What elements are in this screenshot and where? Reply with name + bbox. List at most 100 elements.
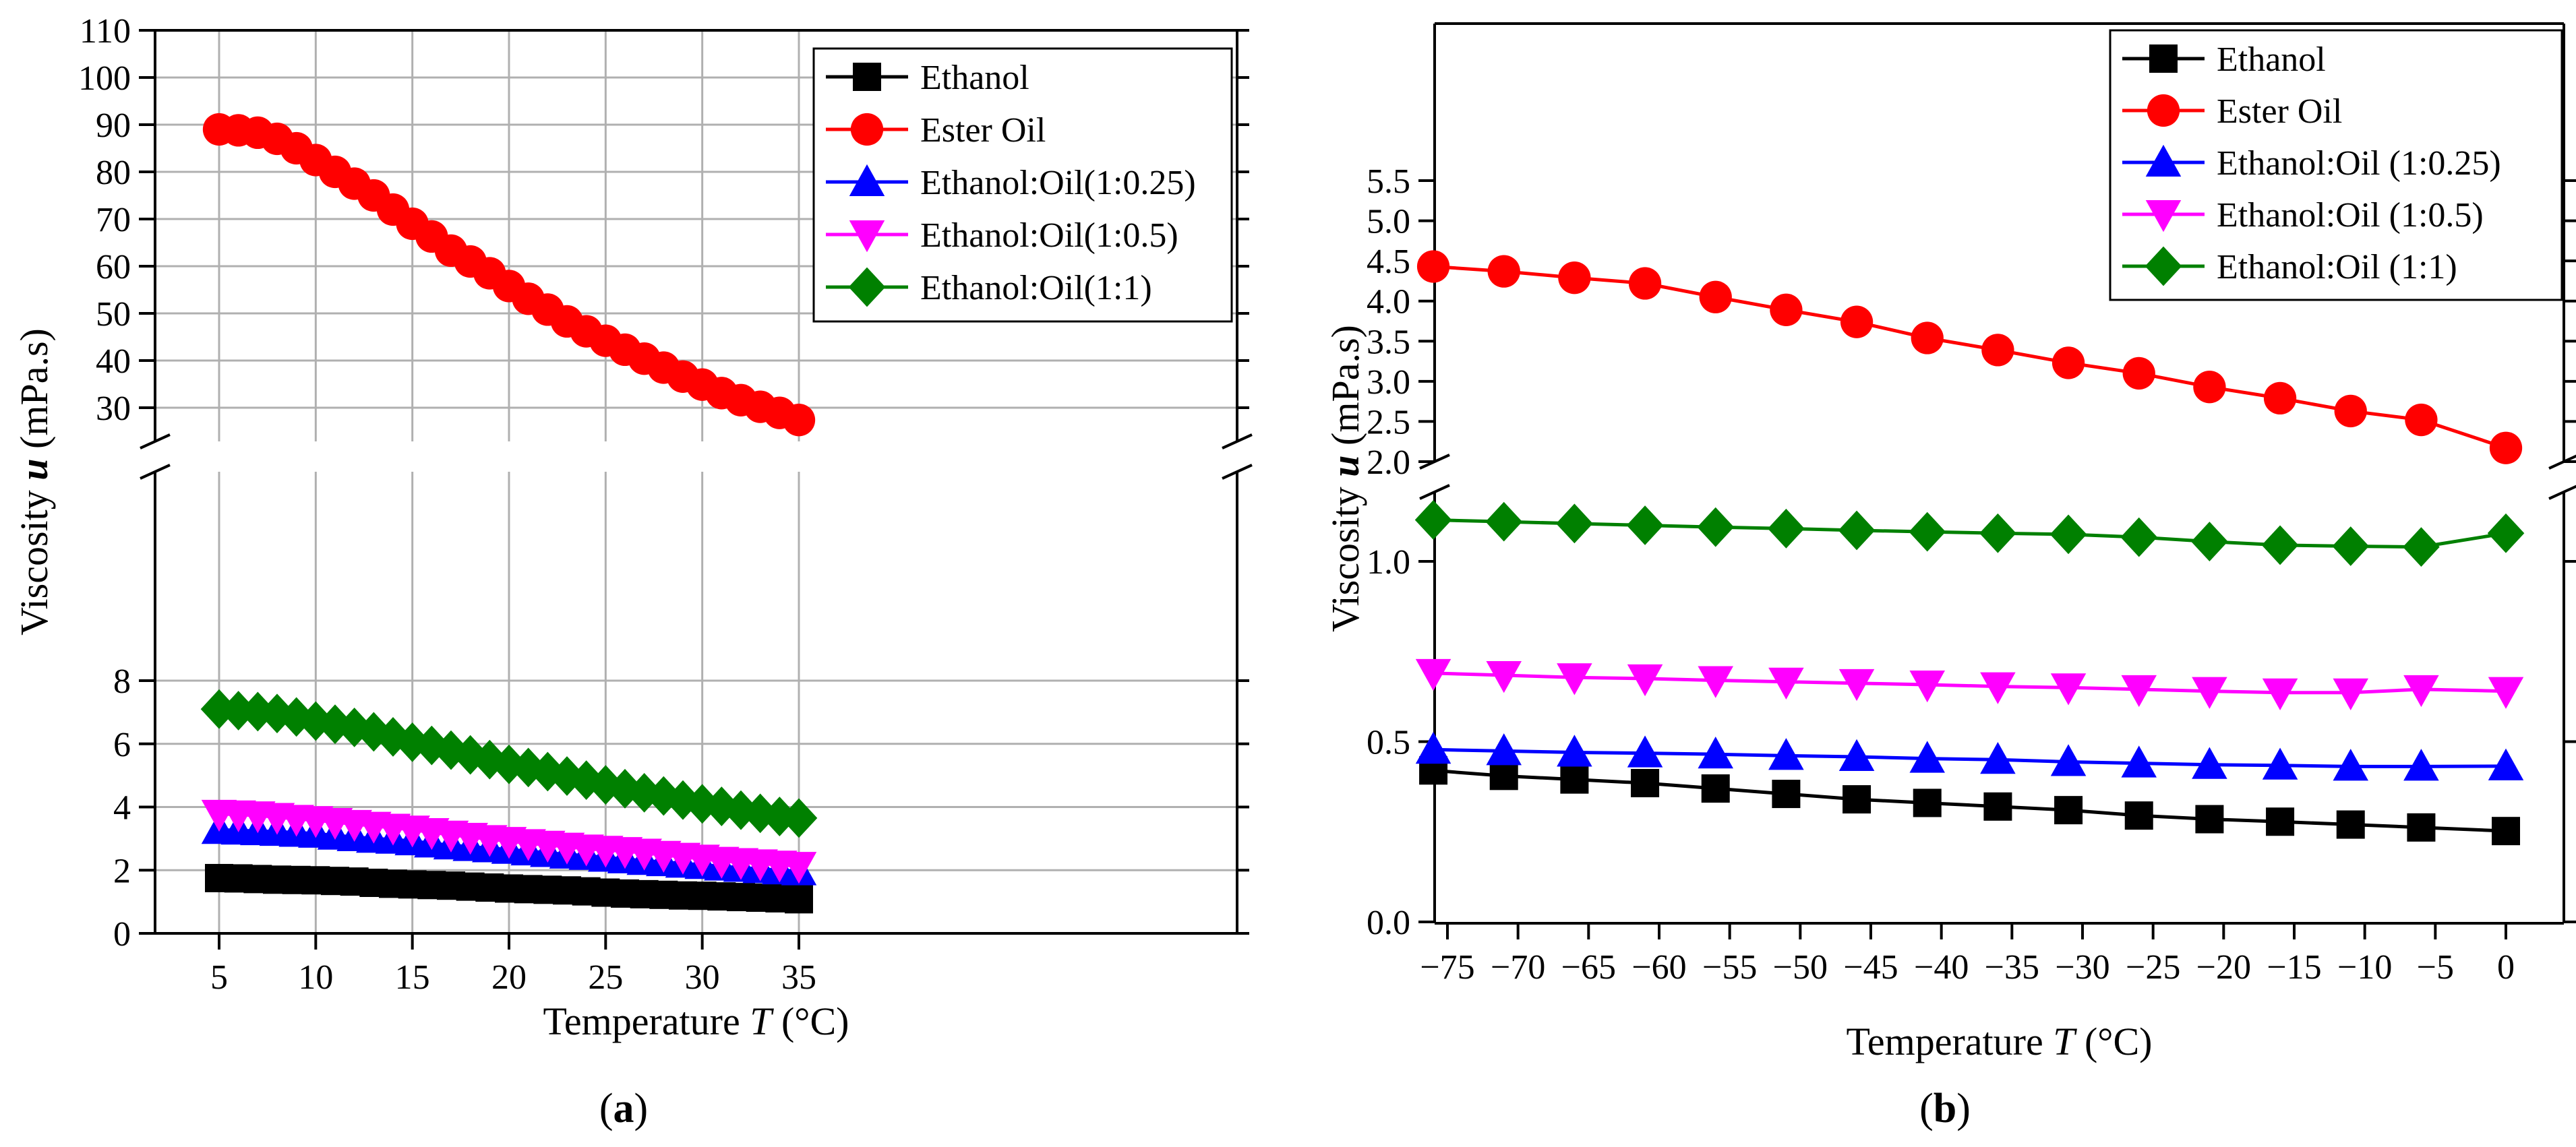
y-tick-label: 4 (113, 789, 131, 828)
y-tick-label: 2.0 (1367, 443, 1410, 482)
data-point (1486, 661, 1522, 693)
caption-close: ) (634, 1086, 649, 1132)
series-3 (1415, 658, 2524, 710)
series-4 (200, 689, 818, 838)
data-point (2403, 527, 2440, 567)
series-line (1433, 264, 2507, 450)
legend-label: Ethanol (2217, 40, 2326, 79)
y-axis-label-unit: (mPa.s) (1323, 325, 1367, 455)
series-1 (1416, 250, 2523, 464)
data-point (2124, 801, 2153, 830)
y-tick-label: 0.0 (1367, 904, 1410, 942)
data-point (1631, 769, 1660, 798)
legend-label: Ester Oil (2217, 92, 2342, 131)
data-point (1909, 512, 1946, 552)
y-tick-label: 60 (96, 248, 131, 286)
y-axis-label: Viscosity u (mPa.s) (1323, 325, 1367, 632)
data-point (1913, 788, 1942, 817)
data-point (1558, 261, 1591, 294)
data-point (1627, 664, 1663, 697)
series-line (1433, 768, 2507, 833)
data-point (1626, 505, 1664, 545)
data-point (2403, 675, 2439, 708)
series-2 (1415, 732, 2524, 781)
data-point (2192, 677, 2227, 709)
y-tick-label: 100 (78, 59, 131, 98)
data-point (2261, 525, 2299, 565)
y-tick-label: 0 (113, 915, 131, 954)
data-point (2195, 805, 2224, 834)
y-tick-label: 4.0 (1367, 283, 1410, 321)
data-point (780, 798, 818, 838)
y-tick-label: 30 (96, 390, 131, 428)
x-tick-label: −70 (1491, 948, 1545, 987)
y-tick-label: 50 (96, 295, 131, 334)
y-tick-label: 4.5 (1367, 243, 1410, 281)
data-point (2050, 744, 2087, 776)
y-tick-label: 5.5 (1367, 162, 1410, 201)
data-point (2263, 381, 2297, 415)
x-tick-label: 15 (395, 958, 430, 997)
data-point (853, 63, 881, 91)
y-axis-label-text: Viscosity (12, 480, 56, 636)
caption-open: ( (1919, 1086, 1934, 1132)
data-point (1698, 666, 1733, 698)
data-point (1843, 785, 1871, 814)
series-3 (201, 799, 817, 884)
data-point (2403, 749, 2439, 781)
legend-label: Ethanol:Oil (1:0.5) (2217, 196, 2484, 235)
data-point (2489, 431, 2523, 464)
data-point (1909, 741, 1945, 773)
data-point (2405, 403, 2438, 437)
y-axis-label-var: u (12, 458, 56, 480)
series-1 (202, 113, 816, 437)
legend-box (812, 47, 1233, 323)
caption-close: ) (1956, 1086, 1971, 1132)
data-point (1556, 503, 1593, 544)
data-point (1414, 500, 1452, 540)
data-point (1485, 501, 1523, 542)
caption-b: (b) (1919, 1086, 1971, 1132)
data-point (1983, 792, 2012, 821)
data-point (1768, 667, 1804, 700)
axis-break-mark (1222, 433, 1253, 450)
data-point (849, 164, 885, 196)
data-point (1415, 658, 1451, 691)
legend-label: Ethanol (920, 59, 1029, 97)
x-tick-label: −55 (1702, 948, 1757, 987)
axis-break-mark (2548, 485, 2576, 500)
series-4 (1414, 500, 2525, 567)
x-tick-label: −75 (1420, 948, 1474, 987)
data-point (1840, 305, 1874, 338)
data-point (2120, 517, 2158, 557)
data-point (785, 885, 813, 914)
data-point (2266, 807, 2295, 836)
legend-label: Ester Oil (920, 111, 1046, 150)
y-tick-label: 1.0 (1367, 543, 1410, 582)
legend-label: Ethanol:Oil(1:0.5) (920, 216, 1178, 255)
x-tick-label: −40 (1914, 948, 1969, 987)
data-point (2407, 813, 2436, 842)
x-tick-label: −20 (2196, 948, 2251, 987)
x-tick-label: −25 (2126, 948, 2180, 987)
data-point (1838, 669, 1875, 702)
data-point (2488, 748, 2524, 780)
data-point (2145, 246, 2182, 286)
data-point (1981, 334, 2014, 367)
x-axis-label: Temperature T (°C) (543, 999, 849, 1043)
axis-break-mark (1222, 464, 1253, 480)
data-point (2488, 677, 2524, 709)
chart-b: −75 −70 −65 −60 −55 −50 −45 −40 −35 −30 −25 −20 −15−… (1323, 22, 2576, 1063)
data-point (781, 852, 817, 884)
legend-label: Ethanol:Oil(1:0.25) (920, 164, 1196, 202)
x-tick-label: 20 (491, 958, 527, 997)
x-tick-label: 30 (685, 958, 720, 997)
x-axis-label-unit: (°C) (771, 999, 849, 1043)
x-tick-label: −35 (1985, 948, 2039, 987)
x-tick-label: −45 (1843, 948, 1898, 987)
series-line (1433, 747, 2507, 768)
data-point (1770, 293, 1803, 326)
data-point (2147, 94, 2180, 127)
data-point (1768, 738, 1804, 770)
